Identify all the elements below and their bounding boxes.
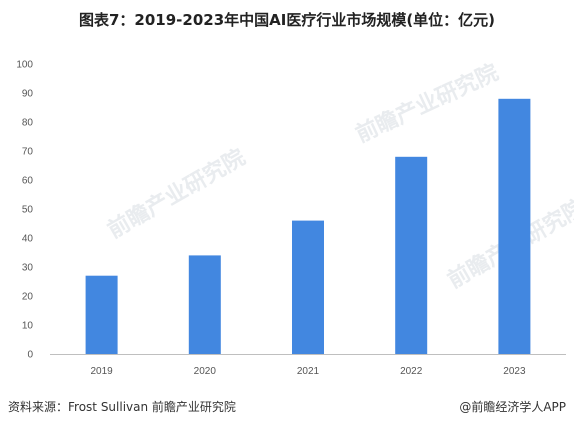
x-tick-label: 2021 bbox=[297, 366, 320, 377]
watermark-text: 前瞻产业研究院 bbox=[352, 59, 503, 148]
watermark-text: 前瞻产业研究院 bbox=[103, 144, 249, 244]
x-tick-label: 2019 bbox=[90, 366, 113, 377]
bar-2023 bbox=[498, 98, 531, 354]
y-tick-label: 30 bbox=[22, 263, 34, 274]
y-tick-label: 100 bbox=[16, 60, 33, 71]
bar-2020 bbox=[188, 255, 221, 354]
bar-2019 bbox=[85, 275, 118, 354]
chart-title: 图表7：2019-2023年中国AI医疗行业市场规模(单位：亿元) bbox=[78, 11, 496, 29]
y-tick-label: 0 bbox=[27, 350, 33, 361]
bar-2021 bbox=[292, 220, 324, 354]
y-tick-label: 80 bbox=[22, 118, 34, 129]
brand-credit: @前瞻经济学人APP bbox=[459, 400, 566, 414]
bar-2022 bbox=[395, 156, 428, 354]
x-tick-label: 2020 bbox=[194, 366, 217, 377]
x-axis: 2019 2020 2021 2022 2023 bbox=[90, 366, 525, 377]
bars-group bbox=[85, 98, 531, 354]
y-tick-label: 50 bbox=[22, 205, 34, 216]
y-tick-label: 20 bbox=[22, 292, 34, 303]
y-tick-label: 60 bbox=[22, 176, 34, 187]
y-axis: 0 10 20 30 40 50 60 70 80 90 100 bbox=[16, 60, 33, 361]
x-tick-label: 2023 bbox=[503, 366, 526, 377]
x-tick-label: 2022 bbox=[400, 366, 423, 377]
y-tick-label: 10 bbox=[22, 321, 34, 332]
bar-chart: 前瞻产业研究院前瞻产业研究院前瞻产业研究院 010203040506070809… bbox=[16, 59, 574, 377]
y-tick-label: 70 bbox=[22, 147, 34, 158]
y-tick-label: 90 bbox=[22, 89, 34, 100]
source-note: 资料来源：Frost Sullivan 前瞻产业研究院 bbox=[8, 400, 236, 414]
y-tick-label: 40 bbox=[22, 234, 34, 245]
